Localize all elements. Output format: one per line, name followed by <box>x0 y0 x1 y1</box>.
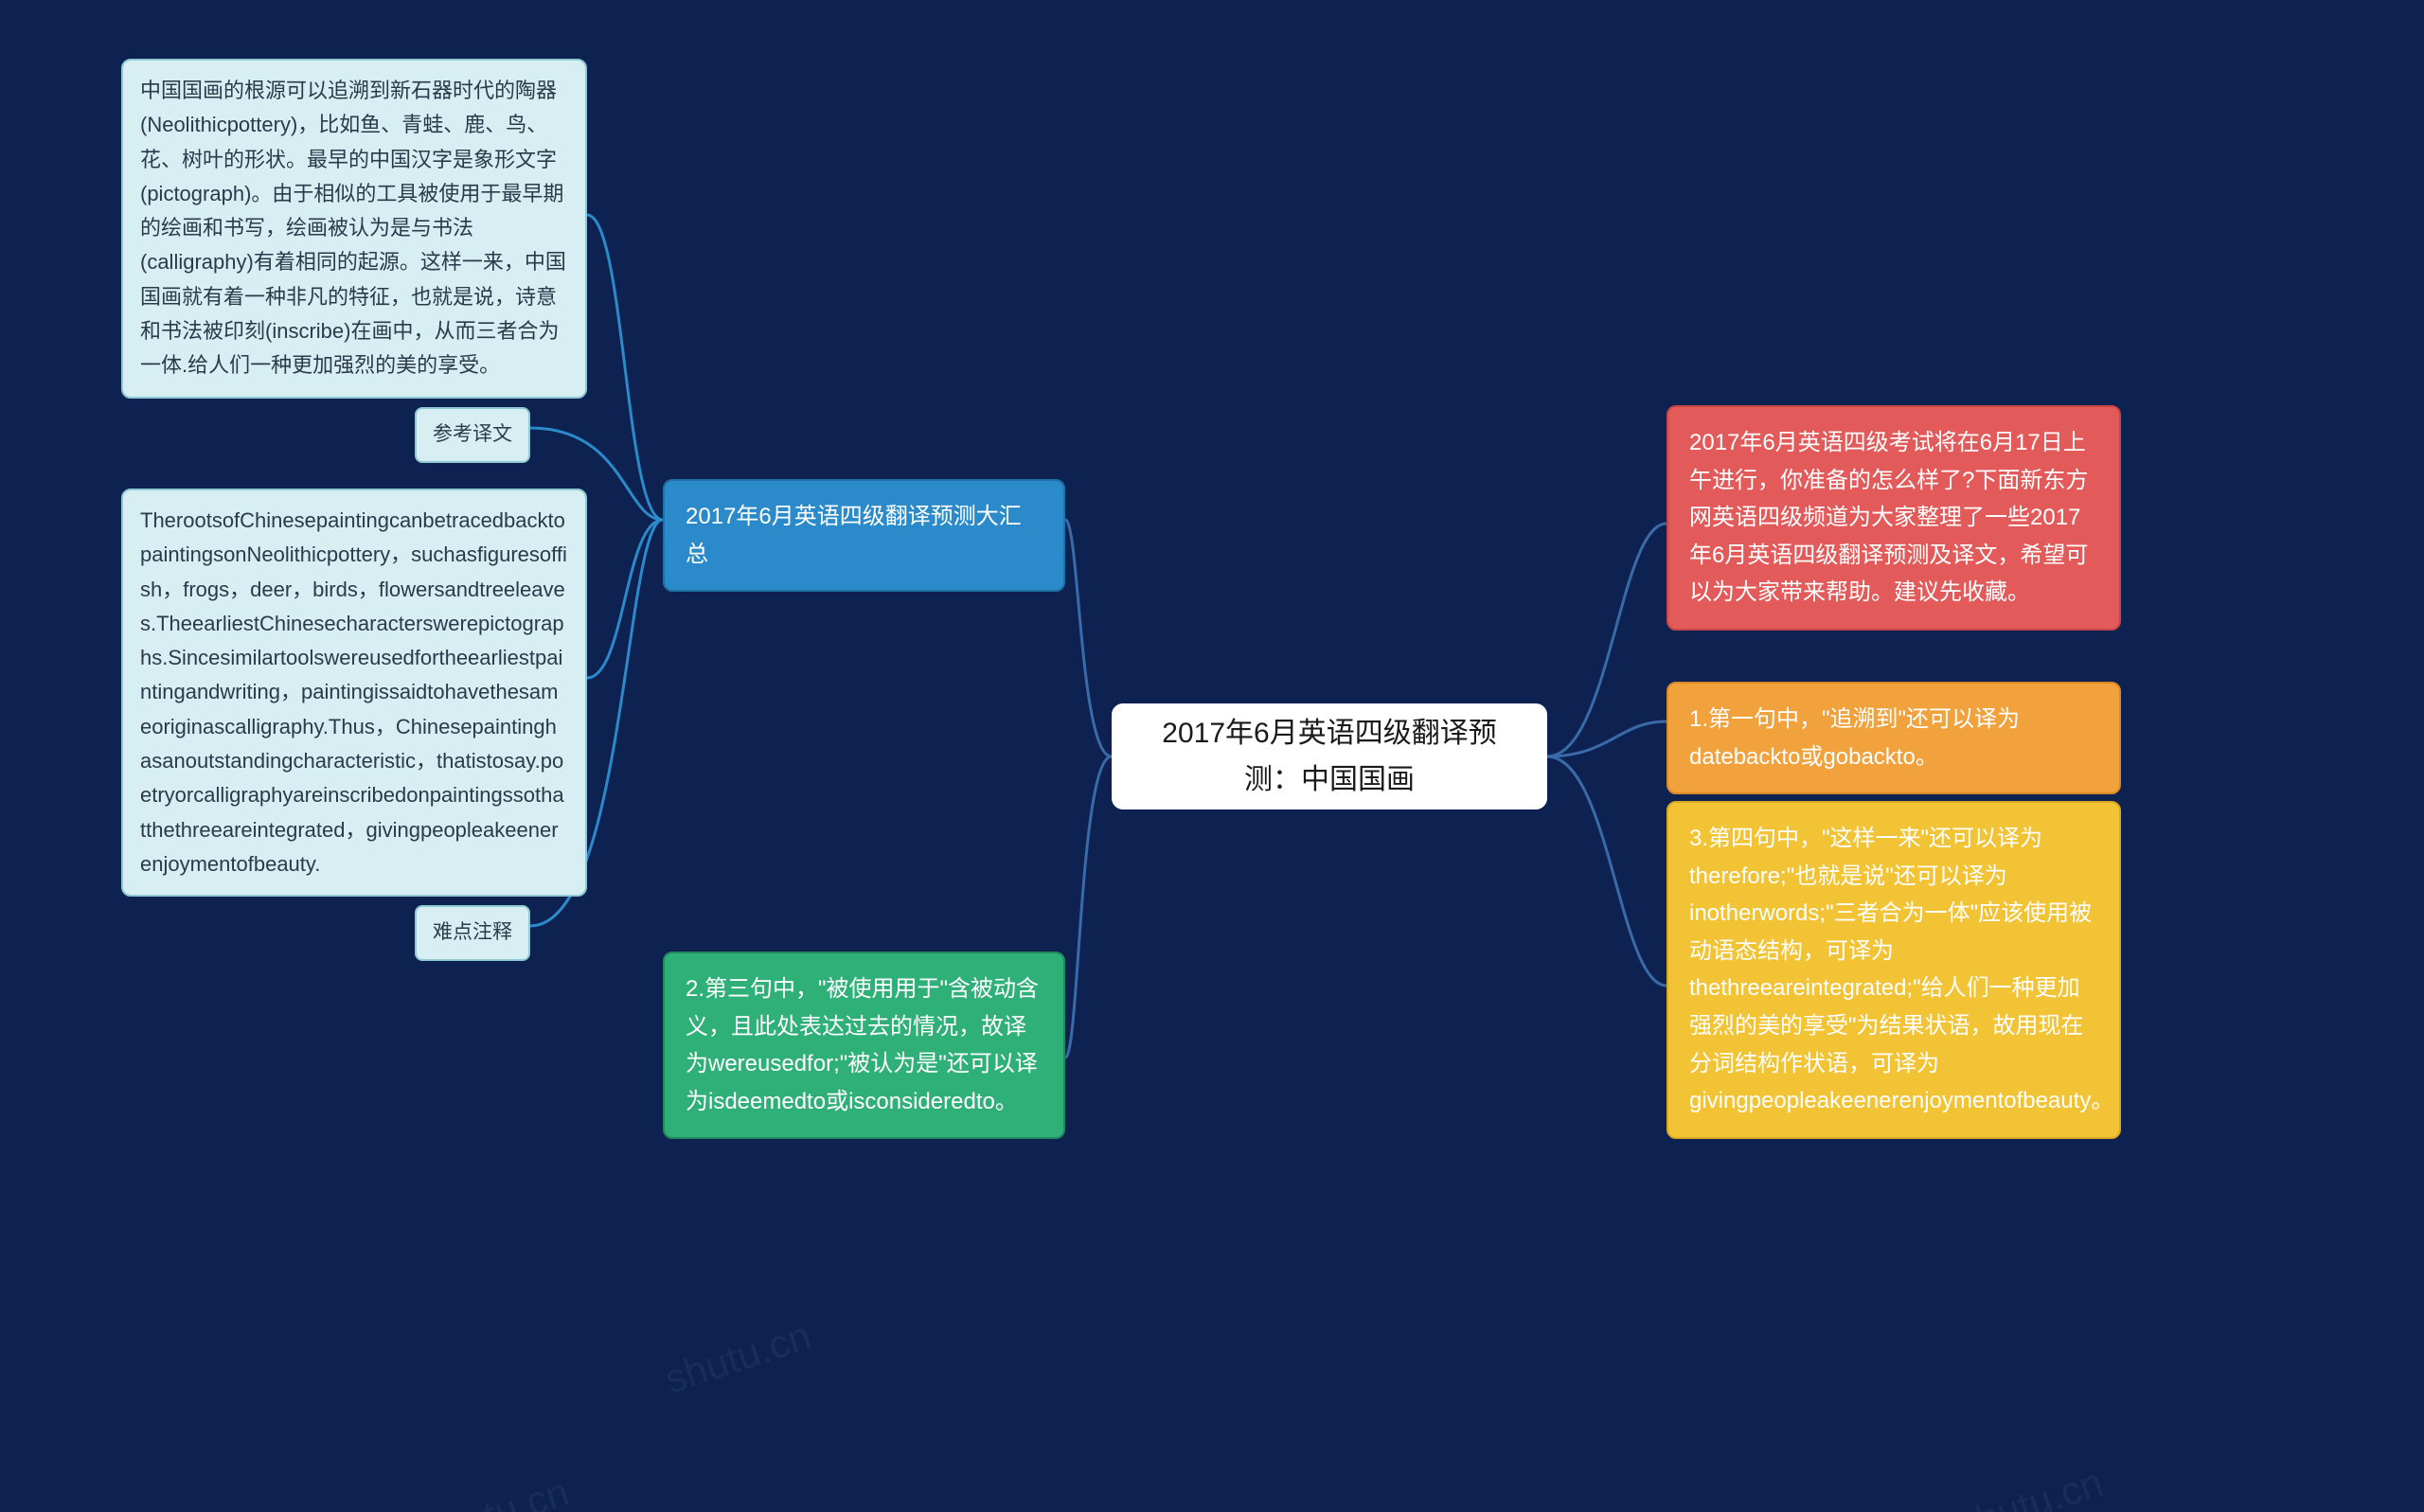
left-node-note2-text: 2.第三句中，"被使用用于"含被动含义，且此处表达过去的情况，故译为wereus… <box>686 976 1039 1114</box>
right-node-note3-text: 3.第四句中，"这样一来"还可以译为therefore;"也就是说"还可以译为i… <box>1689 826 2113 1113</box>
far-left-tag-difficulty-text: 难点注释 <box>433 921 512 943</box>
left-node-summary-text: 2017年6月英语四级翻译预测大汇总 <box>686 504 1022 567</box>
far-left-english-passage-text: TherootsofChinesepaintingcanbetracedback… <box>140 508 567 876</box>
watermark: 树图 shutu.cn <box>1863 1450 2110 1512</box>
far-left-tag-difficulty[interactable]: 难点注释 <box>415 905 530 961</box>
left-node-summary[interactable]: 2017年6月英语四级翻译预测大汇总 <box>663 479 1065 592</box>
left-node-note2[interactable]: 2.第三句中，"被使用用于"含被动含义，且此处表达过去的情况，故译为wereus… <box>663 952 1065 1139</box>
right-node-note3[interactable]: 3.第四句中，"这样一来"还可以译为therefore;"也就是说"还可以译为i… <box>1666 801 2121 1139</box>
far-left-tag-reference-text: 参考译文 <box>433 423 512 445</box>
right-node-intro[interactable]: 2017年6月英语四级考试将在6月17日上午进行，你准备的怎么样了?下面新东方网… <box>1666 405 2121 631</box>
right-node-intro-text: 2017年6月英语四级考试将在6月17日上午进行，你准备的怎么样了?下面新东方网… <box>1689 430 2088 605</box>
mindmap-center-node[interactable]: 2017年6月英语四级翻译预测：中国国画 <box>1112 703 1547 809</box>
center-node-text: 2017年6月英语四级翻译预测：中国国画 <box>1134 710 1524 804</box>
far-left-chinese-passage-text: 中国国画的根源可以追溯到新石器时代的陶器(Neolithicpottery)，比… <box>140 79 566 377</box>
right-node-note1-text: 1.第一句中，"追溯到"还可以译为datebackto或gobackto。 <box>1689 706 2020 770</box>
far-left-chinese-passage[interactable]: 中国国画的根源可以追溯到新石器时代的陶器(Neolithicpottery)，比… <box>121 59 587 399</box>
far-left-english-passage[interactable]: TherootsofChinesepaintingcanbetracedback… <box>121 489 587 897</box>
watermark: 树图 shutu.cn <box>329 1460 576 1512</box>
watermark: shutu.cn <box>659 1313 816 1403</box>
far-left-tag-reference[interactable]: 参考译文 <box>415 407 530 463</box>
right-node-note1[interactable]: 1.第一句中，"追溯到"还可以译为datebackto或gobackto。 <box>1666 682 2121 794</box>
